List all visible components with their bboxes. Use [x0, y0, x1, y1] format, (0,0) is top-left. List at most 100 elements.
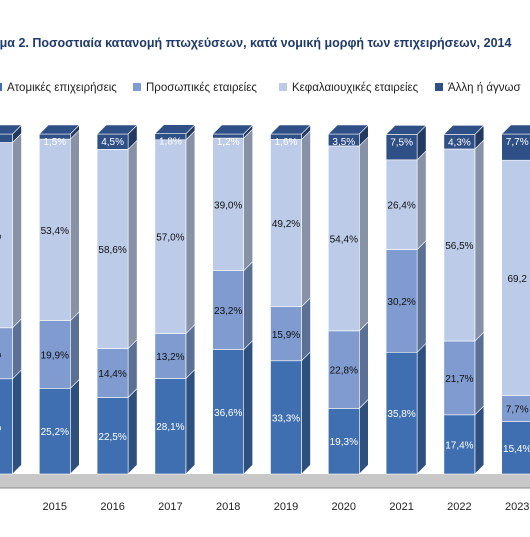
x-tick-label: 2016	[100, 501, 124, 513]
data-label: 25,2%	[41, 427, 69, 438]
data-label: 69,2	[507, 274, 527, 285]
data-label: 19,3%	[330, 437, 358, 448]
data-label: 7,7%	[506, 137, 529, 148]
bar-side-2022	[474, 139, 485, 342]
legend-entry: Κεφαλαιουχικές εταιρείες	[292, 82, 419, 94]
bar-segment-2023	[501, 159, 530, 396]
bar-segment-2017	[154, 333, 187, 379]
data-label: 4,5%	[101, 137, 124, 148]
data-label: 19,9%	[41, 350, 69, 361]
bar-segment-2022	[443, 340, 476, 416]
bar-top-2017	[154, 124, 196, 134]
data-label: 1,8%	[159, 137, 182, 148]
bar-segment-2022	[443, 414, 476, 475]
bar-side-2021	[416, 239, 427, 354]
bar-side-2020	[358, 321, 369, 410]
bar-top-2020	[327, 124, 370, 135]
legend-entry: Ατομικές επιχειρήσεις	[7, 82, 117, 94]
bar-side-2022	[474, 331, 485, 416]
bar-stack-2019: 33,3% 15,9% 49,2% 1,6%	[269, 124, 312, 475]
legend-swatch	[435, 83, 443, 91]
bar-side-2015	[70, 378, 80, 475]
bar-segment-2014	[0, 327, 13, 380]
x-tick-label: 2019	[274, 501, 298, 513]
data-label: 22,8%	[330, 366, 358, 377]
bar-side-2017	[185, 130, 196, 335]
bar-segment-2014	[0, 133, 13, 143]
data-label: 7,7%	[506, 405, 529, 416]
bar-segment-2020	[327, 330, 360, 409]
bar-side-2018	[243, 128, 253, 272]
bar-side-2016	[127, 387, 138, 475]
bar-stack-2014: %%%	[0, 124, 23, 475]
data-label: 1,2%	[217, 137, 240, 148]
data-label: %	[0, 422, 2, 433]
data-label: 17,4%	[445, 440, 473, 451]
bar-stacks: %%% 25,2% 19,9% 53,4% 1,5% 22,5% 14,4% 58,6% 4,5…	[0, 123, 530, 475]
x-tick-label: 2020	[332, 501, 356, 513]
bar-side-2019	[301, 296, 311, 362]
data-label: 1,5%	[43, 137, 66, 148]
bar-side-2016	[127, 139, 138, 350]
data-label: 36,6%	[214, 408, 242, 419]
bar-segment-2016	[96, 348, 129, 398]
bar-side-2016	[127, 338, 138, 399]
bar-side-2020	[358, 398, 369, 475]
bar-top-2021	[385, 125, 427, 135]
bar-segment-2021	[385, 351, 418, 475]
bar-side-2019	[301, 351, 311, 475]
bar-side-2021	[416, 342, 427, 475]
legend-entry: Άλλη ή άγνωσ	[448, 82, 521, 94]
data-label: 7,5%	[390, 137, 413, 148]
bar-segment-2015	[38, 388, 71, 475]
bar-segment-2017	[154, 378, 187, 475]
bar-side-2015	[70, 310, 80, 390]
data-label: 15,9%	[272, 330, 300, 341]
data-label: 56,5%	[445, 241, 473, 252]
data-label: 57,0%	[156, 233, 184, 244]
bar-top-2022	[443, 125, 485, 135]
bar-top-2016	[96, 124, 138, 135]
x-axis-ticks: 4201520162017201820192020202120222023	[0, 501, 529, 513]
bar-stack-2021: 35,8% 30,2% 26,4% 7,5%	[385, 124, 427, 475]
data-label: 23,2%	[214, 306, 242, 317]
data-label: 3,5%	[332, 137, 355, 148]
data-label: 1,6%	[275, 137, 298, 148]
bar-side-2017	[185, 323, 196, 380]
bar-top-2018	[211, 124, 254, 135]
bar-segment-2014	[0, 142, 13, 329]
bar-side-2020	[358, 136, 369, 332]
x-tick-label: 2023	[505, 501, 529, 513]
bar-top-2023	[500, 124, 530, 135]
bar-stack-2017: 28,1% 13,2% 57,0% 1,8%	[154, 123, 196, 475]
bar-segment-2021	[385, 249, 418, 353]
legend: Ατομικές επιχειρήσεις Προσωπικές εταιρείε…	[0, 82, 521, 94]
x-tick-label: 2021	[389, 501, 413, 513]
data-label: 14,4%	[98, 369, 126, 380]
data-label: 21,7%	[445, 374, 473, 385]
legend-swatch	[279, 83, 287, 91]
floor-plane	[0, 474, 530, 488]
bar-segment-2014	[0, 378, 13, 475]
bar-segment-2015	[38, 320, 71, 389]
x-tick-label: 2022	[447, 501, 471, 513]
bar-stack-2018: 36,6% 23,2% 39,0% 1,2%	[211, 124, 254, 475]
bar-segment-2020	[327, 408, 360, 475]
data-label: 22,5%	[98, 432, 126, 443]
bar-side-2015	[70, 129, 80, 322]
bar-segment-2021	[385, 159, 418, 250]
bar-stack-2022: 17,4% 21,7% 56,5% 4,3%	[443, 124, 485, 475]
bar-stack-2020: 19,3% 22,8% 54,4% 3,5%	[327, 124, 370, 475]
bar-stack-2023: 15,4% 7,7% 69,2 7,7%	[500, 124, 530, 475]
bar-top-2019	[269, 124, 312, 135]
data-label: 53,4%	[41, 226, 69, 237]
bar-side-2018	[243, 260, 253, 351]
data-label: 49,2%	[272, 219, 300, 230]
chart-title: ήμα 2. Ποσοστιαία κατανομή πτωχεύσεων, κ…	[0, 36, 511, 50]
bar-side-2014	[12, 132, 22, 329]
bar-segment-2023	[501, 133, 530, 161]
bar-segment-2016	[96, 149, 129, 349]
data-label: 15,4%	[503, 444, 530, 455]
data-label: 28,1%	[156, 422, 184, 433]
